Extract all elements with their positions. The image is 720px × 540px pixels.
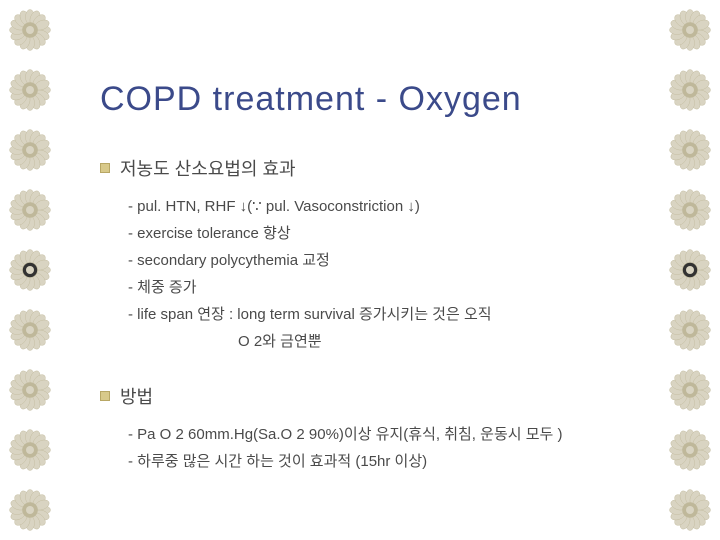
list-item: - secondary polycythemia 교정 bbox=[128, 247, 640, 274]
list-item: - Pa O 2 60mm.Hg(Sa.O 2 90%)이상 유지(휴식, 취침… bbox=[128, 421, 640, 448]
section-1-title: 저농도 산소요법의 효과 bbox=[120, 155, 296, 181]
list-item-continuation: O 2와 금연뿐 bbox=[128, 328, 640, 355]
section-2-list: - Pa O 2 60mm.Hg(Sa.O 2 90%)이상 유지(휴식, 취침… bbox=[100, 421, 640, 475]
list-item: - exercise tolerance 향상 bbox=[128, 220, 640, 247]
list-item: - 하루중 많은 시간 하는 것이 효과적 (15hr 이상) bbox=[128, 448, 640, 475]
list-item: - 체중 증가 bbox=[128, 274, 640, 301]
page-title: COPD treatment - Oxygen bbox=[100, 80, 640, 119]
section-2-head: 방법 bbox=[100, 383, 640, 409]
bullet-square-icon bbox=[100, 391, 110, 401]
list-item: - life span 연장 : long term survival 증가시키… bbox=[128, 301, 640, 328]
section-1-list: - pul. HTN, RHF ↓(∵ pul. Vasoconstrictio… bbox=[100, 193, 640, 355]
section-1-head: 저농도 산소요법의 효과 bbox=[100, 155, 640, 181]
bullet-square-icon bbox=[100, 163, 110, 173]
slide-content: COPD treatment - Oxygen 저농도 산소요법의 효과 - p… bbox=[0, 0, 720, 540]
section-2-title: 방법 bbox=[120, 383, 153, 409]
list-item: - pul. HTN, RHF ↓(∵ pul. Vasoconstrictio… bbox=[128, 193, 640, 220]
